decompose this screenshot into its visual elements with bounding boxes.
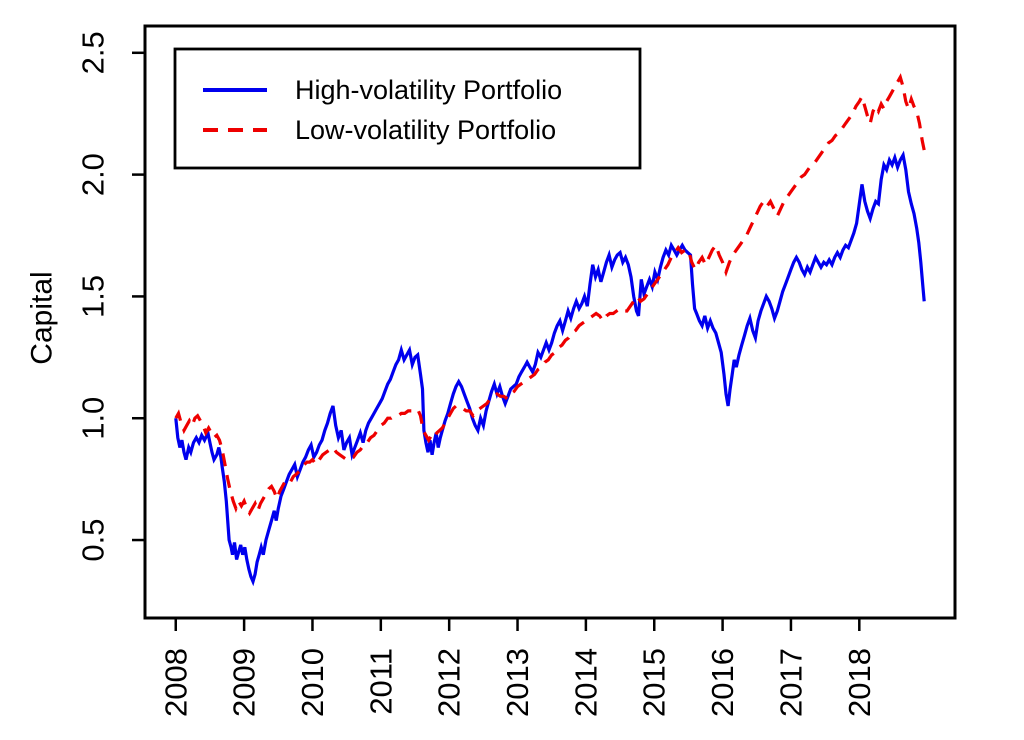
- x-tick-label: 2014: [568, 648, 603, 717]
- x-tick-label: 2016: [705, 648, 740, 717]
- x-tick-label: 2009: [227, 648, 262, 717]
- x-tick-label: 2015: [637, 648, 672, 717]
- x-tick-label: 2010: [295, 648, 330, 717]
- y-axis: 0.5 1.0 1.5 2.0 2.5: [76, 31, 145, 562]
- x-tick-label: 2017: [773, 648, 808, 717]
- x-tick-label: 2012: [432, 648, 467, 717]
- y-axis-title: Capital: [26, 271, 59, 364]
- x-tick-label: 2011: [363, 648, 398, 715]
- y-tick-label: 1.5: [76, 275, 111, 318]
- y-tick-label: 1.0: [76, 397, 111, 440]
- x-tick-label: 2008: [158, 648, 193, 717]
- legend-box: [173, 47, 642, 170]
- y-tick-label: 2.0: [76, 153, 111, 196]
- y-tick-label: 0.5: [76, 518, 111, 561]
- y-tick-label: 2.5: [76, 31, 111, 74]
- plot-box: [143, 24, 957, 620]
- legend-label-low-volatility: Low-volatility Portfolio: [295, 115, 556, 145]
- x-tick-label: 2013: [500, 648, 535, 717]
- series-lines: [174, 73, 926, 587]
- series-line-low-volatility: [174, 73, 926, 517]
- x-tick-label: 2018: [842, 648, 877, 717]
- x-axis: 2008 2009 2010 2011 2012 2013 2014 2015 2016 2017…: [158, 618, 877, 717]
- legend-label-high-volatility: High-volatility Portfolio: [295, 75, 562, 105]
- series-line-high-volatility: [174, 150, 926, 587]
- legend: High-volatility Portfolio Low-volatility…: [173, 47, 642, 170]
